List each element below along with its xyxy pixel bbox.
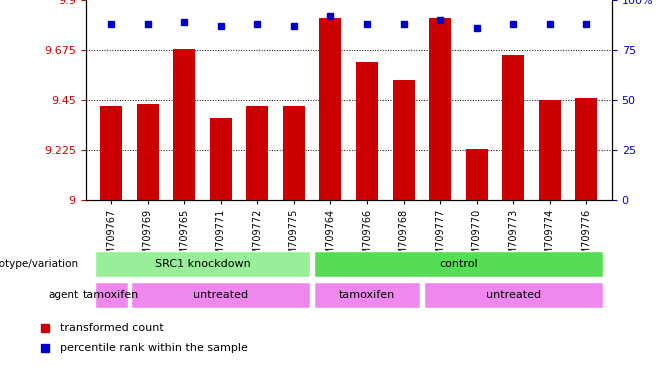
Text: agent: agent [49,290,79,300]
Text: SRC1 knockdown: SRC1 knockdown [155,259,251,269]
Text: percentile rank within the sample: percentile rank within the sample [59,343,247,353]
Text: transformed count: transformed count [59,323,163,333]
Bar [283,106,305,200]
Bar [466,149,488,200]
FancyBboxPatch shape [95,251,311,277]
Text: untreated: untreated [193,290,248,300]
FancyBboxPatch shape [131,282,311,308]
Bar [137,104,159,200]
Text: untreated: untreated [486,290,541,300]
Bar [502,55,524,200]
FancyBboxPatch shape [314,251,603,277]
Text: control: control [439,259,478,269]
Bar [210,118,232,200]
Bar [320,18,342,200]
Bar [246,106,268,200]
Bar [429,18,451,200]
Bar [575,98,597,200]
Bar [539,100,561,200]
Text: tamoxifen: tamoxifen [83,290,139,300]
Bar [356,62,378,200]
FancyBboxPatch shape [95,282,128,308]
FancyBboxPatch shape [424,282,603,308]
Bar [393,80,415,200]
Text: tamoxifen: tamoxifen [339,290,395,300]
Bar [100,106,122,200]
Bar [173,49,195,200]
Text: genotype/variation: genotype/variation [0,259,79,269]
FancyBboxPatch shape [314,282,420,308]
